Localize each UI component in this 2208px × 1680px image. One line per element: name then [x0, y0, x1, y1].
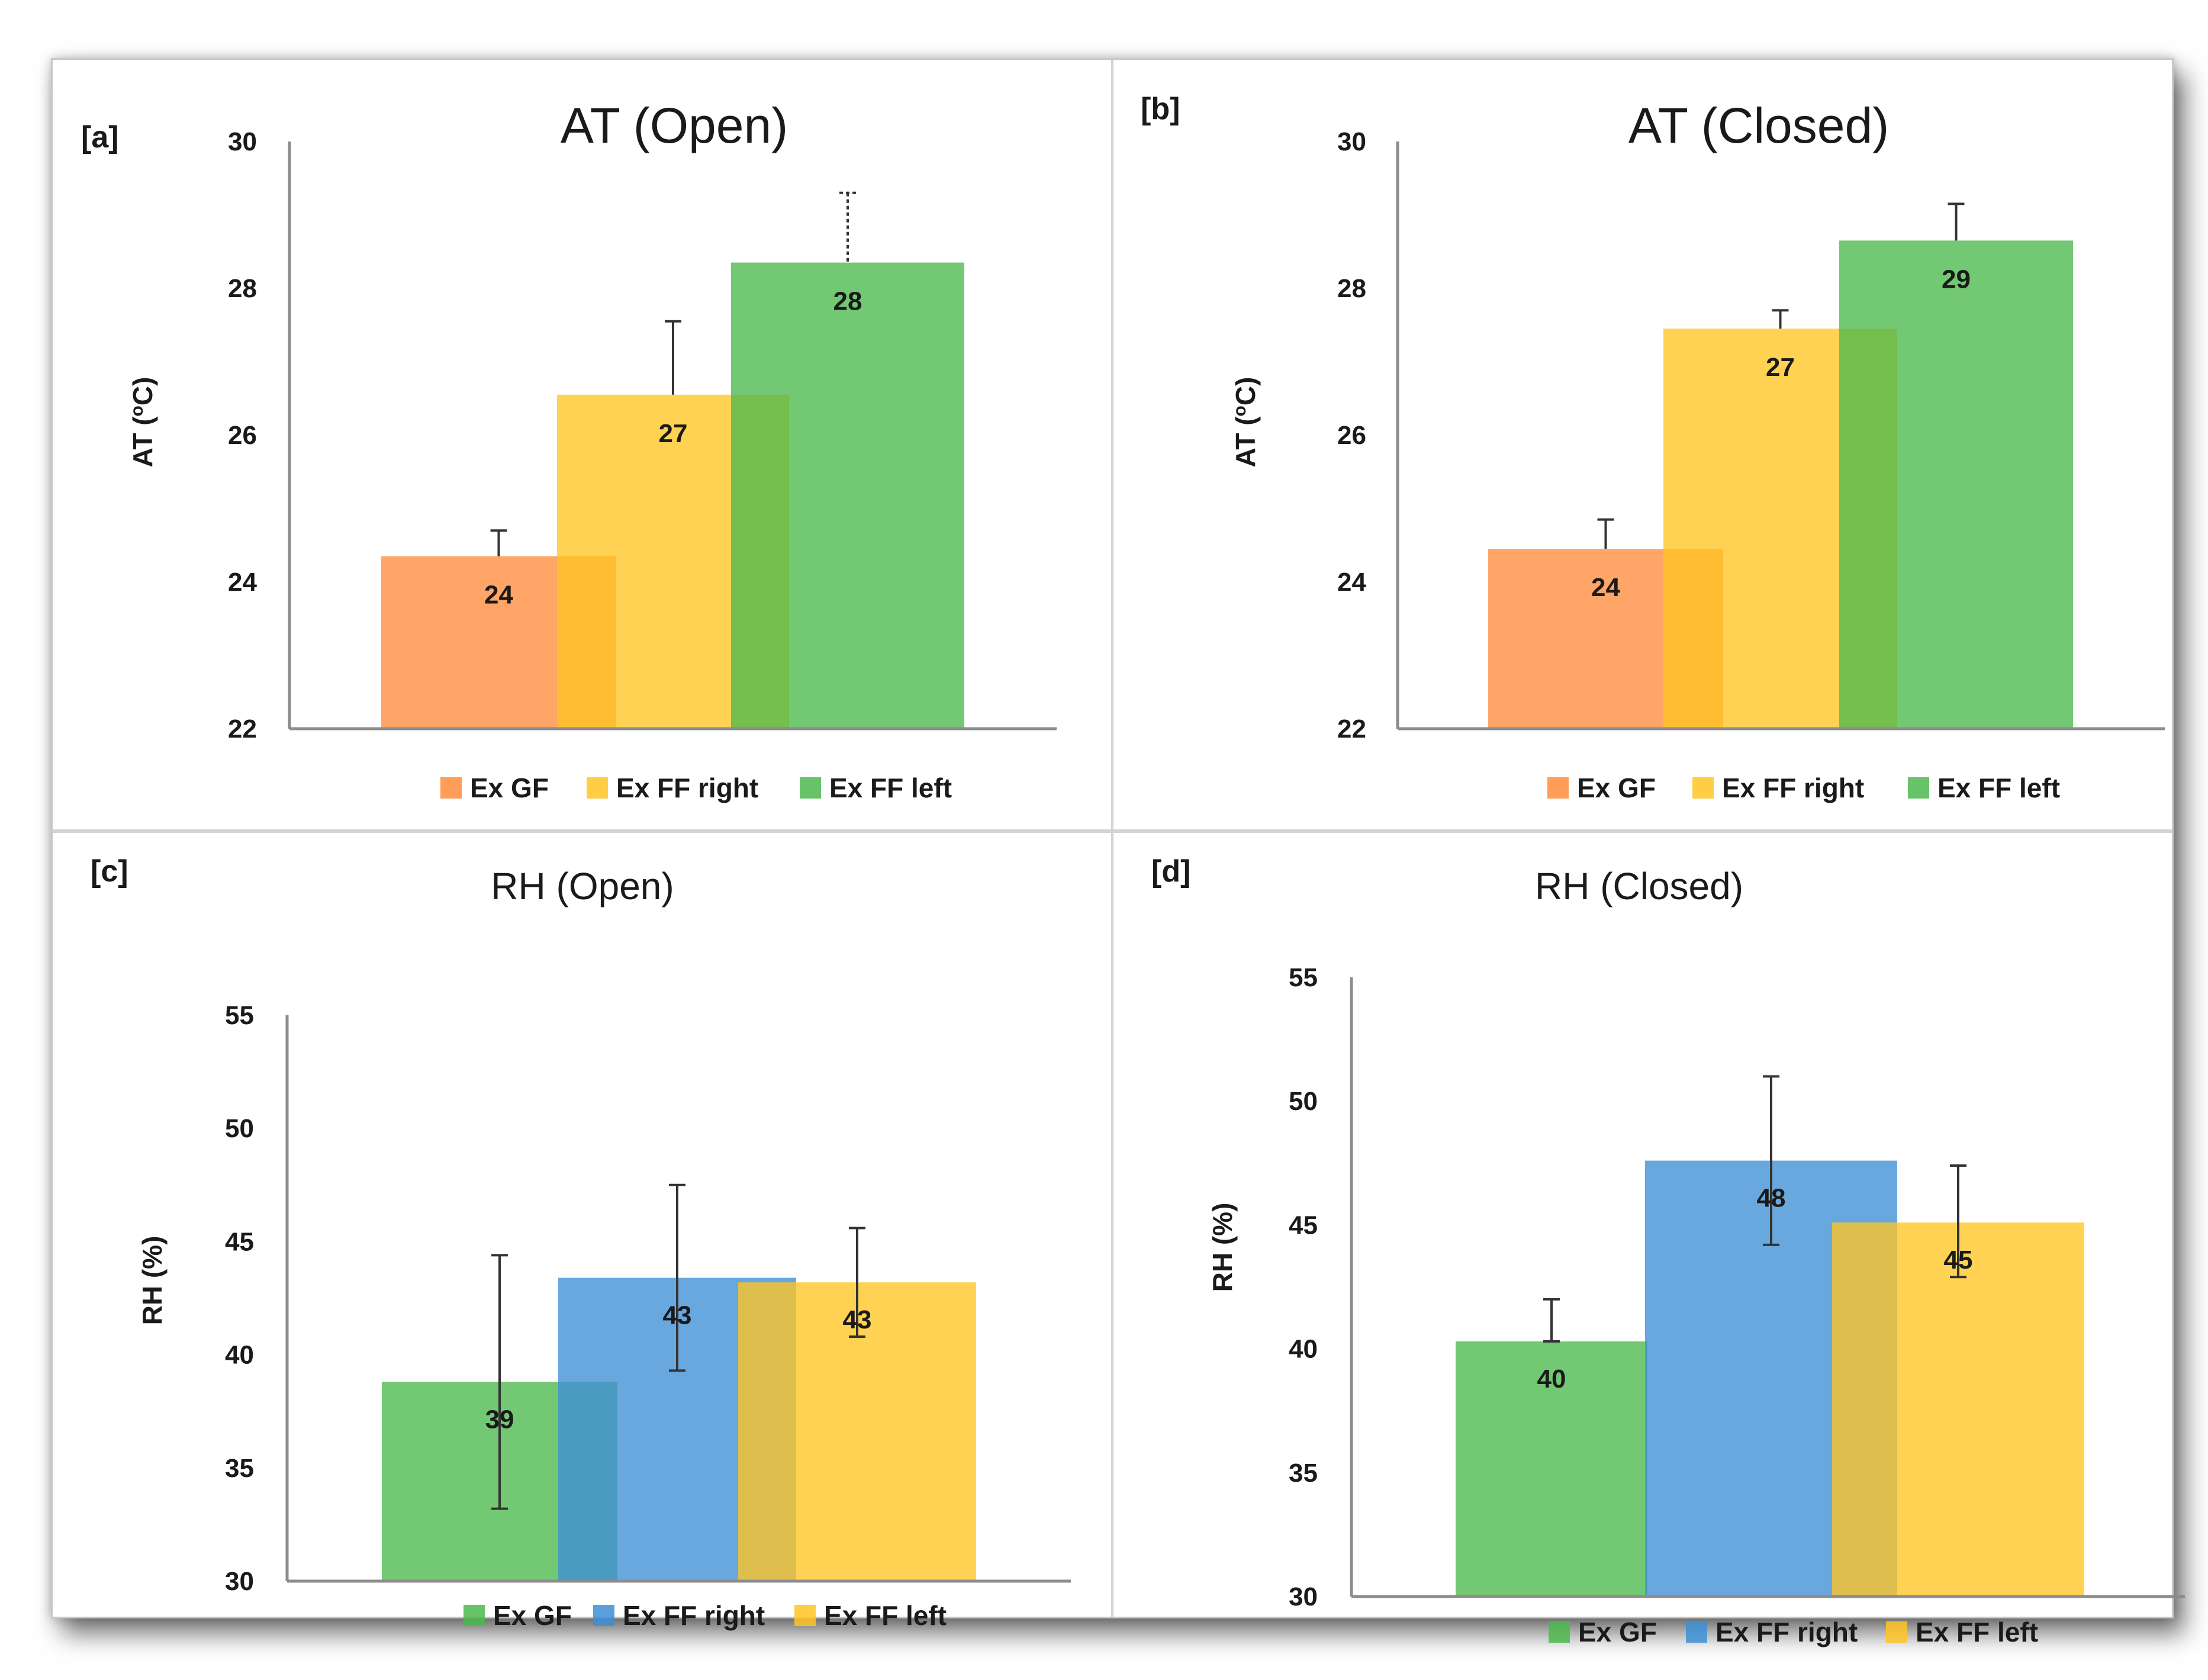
- y-tick-label: 55: [225, 1001, 254, 1030]
- chart-title: AT (Closed): [1628, 98, 1889, 153]
- legend-swatch: [794, 1605, 816, 1626]
- chart-rh-closed: [d] RH (Closed) 30 35 40 45 50 55 RH (%) 40 48 45 Ex…: [1151, 854, 2185, 1647]
- panel-letter: [a]: [81, 120, 119, 155]
- y-tick-label: 28: [1337, 274, 1366, 303]
- bar-ex-ff-left: [1839, 240, 2073, 729]
- y-tick-label: 55: [1289, 963, 1318, 992]
- panel-letter: [d]: [1151, 854, 1190, 889]
- y-axis-label: RH (%): [1207, 1203, 1238, 1292]
- data-label: 45: [1944, 1245, 1973, 1275]
- y-tick-label: 30: [1289, 1582, 1318, 1611]
- legend-swatch: [587, 777, 608, 799]
- y-tick-label: 22: [228, 715, 257, 744]
- legend-label: Ex GF: [1578, 1617, 1657, 1647]
- bar-ex-ff-left: [1832, 1222, 2084, 1597]
- y-tick-label: 35: [225, 1454, 254, 1483]
- legend-swatch: [593, 1605, 614, 1626]
- data-label: 29: [1942, 265, 1971, 294]
- legend-label: Ex FF right: [623, 1600, 765, 1631]
- panel-d-rh-closed: [d] RH (Closed) 30 35 40 45 50 55 RH (%) 40 48 45 Ex…: [1113, 833, 2185, 1647]
- chart-at-closed: [b] AT (Closed) 22 24 26 28 30 AT (oC) 24 27 29 Ex …: [1141, 92, 2165, 803]
- legend-swatch: [440, 777, 462, 799]
- data-label: 43: [663, 1301, 692, 1330]
- chart-at-open: [a] AT (Open) 22 24 26 28 30 AT (oC) 24 27 28 Ex GF…: [81, 98, 1057, 803]
- data-label: 40: [1537, 1364, 1566, 1393]
- data-label: 27: [1766, 353, 1795, 382]
- data-label: 48: [1757, 1184, 1786, 1213]
- data-label: 27: [659, 419, 688, 448]
- y-tick-label: 30: [225, 1567, 254, 1596]
- data-label: 24: [484, 581, 513, 610]
- y-axis-label: RH (%): [137, 1236, 168, 1325]
- y-axis-label: AT (oC): [127, 377, 158, 468]
- legend-label: Ex GF: [1577, 773, 1656, 803]
- y-tick-label: 50: [1289, 1087, 1318, 1116]
- y-tick-label: 26: [1337, 421, 1366, 450]
- y-tick-label: 50: [225, 1114, 254, 1143]
- panel-a-at-open: [a] AT (Open) 22 24 26 28 30 AT (oC) 24 27 28 Ex GF…: [53, 60, 1111, 829]
- y-tick-label: 24: [1337, 568, 1366, 597]
- y-axis-label: AT (oC): [1230, 377, 1261, 468]
- y-tick-label: 26: [228, 421, 257, 450]
- legend-swatch: [1886, 1621, 1907, 1643]
- y-tick-label: 40: [1289, 1335, 1318, 1364]
- y-tick-label: 30: [228, 127, 257, 156]
- legend-swatch: [1692, 777, 1714, 799]
- y-tick-label: 30: [1337, 127, 1366, 156]
- data-label: 43: [843, 1305, 872, 1334]
- horizontal-divider: [53, 829, 2172, 833]
- panel-letter: [c]: [91, 854, 128, 889]
- legend-swatch: [800, 777, 821, 799]
- panel-b-at-closed: [b] AT (Closed) 22 24 26 28 30 AT (oC) 24 27 29 Ex …: [1113, 60, 2172, 829]
- data-label: 24: [1591, 573, 1620, 602]
- data-label: 28: [833, 287, 862, 316]
- bar-ex-gf: [1456, 1341, 1647, 1597]
- y-tick-label: 35: [1289, 1459, 1318, 1488]
- legend-label: Ex FF left: [1937, 773, 2060, 803]
- legend-swatch: [1686, 1621, 1707, 1643]
- chart-title: AT (Open): [561, 98, 788, 153]
- y-tick-label: 40: [225, 1341, 254, 1370]
- legend-label: Ex FF right: [616, 773, 758, 803]
- panel-letter: [b]: [1141, 92, 1180, 126]
- legend-label: Ex FF right: [1722, 773, 1864, 803]
- legend-label: Ex GF: [470, 773, 549, 803]
- legend-label: Ex FF left: [1916, 1617, 2038, 1647]
- legend-swatch: [1549, 1621, 1570, 1643]
- vertical-divider: [1111, 60, 1113, 1617]
- legend-label: Ex FF left: [824, 1600, 947, 1631]
- legend-label: Ex GF: [493, 1600, 572, 1631]
- legend-swatch: [1908, 777, 1929, 799]
- chart-title: RH (Closed): [1535, 865, 1743, 907]
- chart-title: RH (Open): [491, 865, 674, 907]
- chart-rh-open: [c] RH (Open) 30 35 40 45 50 55 RH (%) 39 43 43 Ex G…: [91, 854, 1071, 1631]
- panel-c-rh-open: [c] RH (Open) 30 35 40 45 50 55 RH (%) 39 43 43 Ex G…: [53, 833, 1111, 1631]
- legend-label: Ex FF right: [1715, 1617, 1858, 1647]
- legend-swatch: [464, 1605, 485, 1626]
- y-tick-label: 22: [1337, 715, 1366, 744]
- y-tick-label: 28: [228, 274, 257, 303]
- legend-label: Ex FF left: [829, 773, 952, 803]
- bar-ex-ff-left: [731, 262, 964, 729]
- y-tick-label: 45: [1289, 1211, 1318, 1240]
- y-tick-label: 45: [225, 1227, 254, 1256]
- y-tick-label: 24: [228, 568, 257, 597]
- legend-swatch: [1547, 777, 1569, 799]
- figure-frame: [a] AT (Open) 22 24 26 28 30 AT (oC) 24 27 28 Ex GF…: [51, 58, 2185, 1647]
- data-label: 39: [485, 1405, 514, 1434]
